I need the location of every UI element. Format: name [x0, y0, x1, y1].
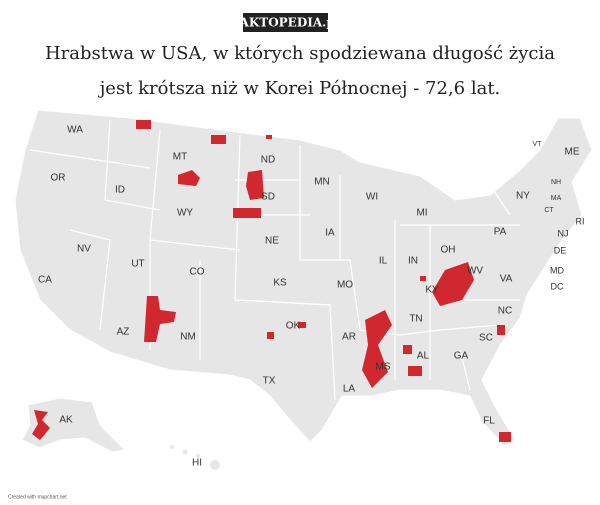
state-label: MD: [550, 265, 564, 275]
state-label: MN: [314, 177, 330, 188]
state-label: NJ: [558, 228, 569, 238]
state-label: IA: [325, 228, 335, 239]
hawaii: [170, 445, 220, 470]
state-label: OR: [51, 173, 66, 184]
state-label: AR: [342, 332, 356, 343]
state-label: CA: [38, 275, 52, 286]
state-label: MI: [416, 208, 427, 219]
alaska: [21, 397, 127, 453]
state-label: CT: [544, 207, 554, 214]
state-label: WI: [366, 192, 378, 203]
state-label: NM: [180, 332, 196, 343]
state-label: WA: [67, 125, 83, 136]
state-label: WV: [467, 266, 483, 277]
state-label: DE: [554, 245, 567, 255]
state-label: TN: [409, 314, 422, 325]
state-label: AZ: [117, 327, 130, 338]
state-label: RI: [576, 216, 585, 226]
state-label: VT: [533, 141, 543, 148]
state-label: KS: [273, 278, 287, 289]
state-label: OH: [441, 245, 456, 256]
state-label: IL: [379, 256, 388, 267]
state-label: PA: [494, 227, 507, 238]
state-label: ND: [261, 155, 275, 166]
state-label: KY: [425, 285, 439, 296]
highlighted-counties: [32, 120, 511, 442]
state-label: MS: [376, 362, 391, 373]
footer: Created with mapchart.net: [8, 494, 67, 500]
state-label: NH: [551, 179, 561, 186]
state-label: NV: [77, 244, 91, 255]
state-label: MT: [173, 152, 187, 163]
state-label: MA: [551, 195, 562, 202]
state-label: TX: [263, 376, 276, 387]
state-label: DC: [551, 281, 564, 291]
state-label: NC: [498, 306, 512, 317]
state-label: IN: [408, 256, 418, 267]
state-label: FL: [483, 416, 495, 427]
state-label: CO: [190, 267, 205, 278]
state-label: MO: [337, 280, 353, 291]
us-mainland: [14, 109, 593, 447]
logo: FAKTOPEDIA.pl: [232, 16, 340, 30]
map: WA MT ND OR ID WY SD MN WI MI NY VT ME N…: [14, 109, 593, 470]
state-label: AK: [59, 415, 73, 426]
state-label: SC: [479, 333, 493, 344]
state-label: VA: [500, 274, 513, 285]
state-label: SD: [261, 192, 275, 203]
title-line: jest krótsza niż w Korei Północnej - 72,…: [98, 78, 501, 99]
state-label: OK: [286, 321, 301, 332]
state-label: ME: [565, 147, 580, 158]
state-label: NY: [516, 191, 530, 202]
state-label: GA: [454, 351, 469, 362]
state-label: WY: [177, 208, 193, 219]
state-label: ID: [115, 185, 125, 196]
logo-box: [243, 13, 328, 32]
state-label: AL: [417, 351, 430, 362]
state-label: HI: [192, 458, 202, 469]
title-line: Hrabstwa w USA, w których spodziewana dł…: [45, 43, 555, 64]
state-label: NE: [265, 236, 279, 247]
state-labels: WA MT ND OR ID WY SD MN WI MI NY VT ME N…: [38, 125, 584, 469]
state-label: UT: [131, 259, 144, 270]
state-label: LA: [343, 384, 356, 395]
